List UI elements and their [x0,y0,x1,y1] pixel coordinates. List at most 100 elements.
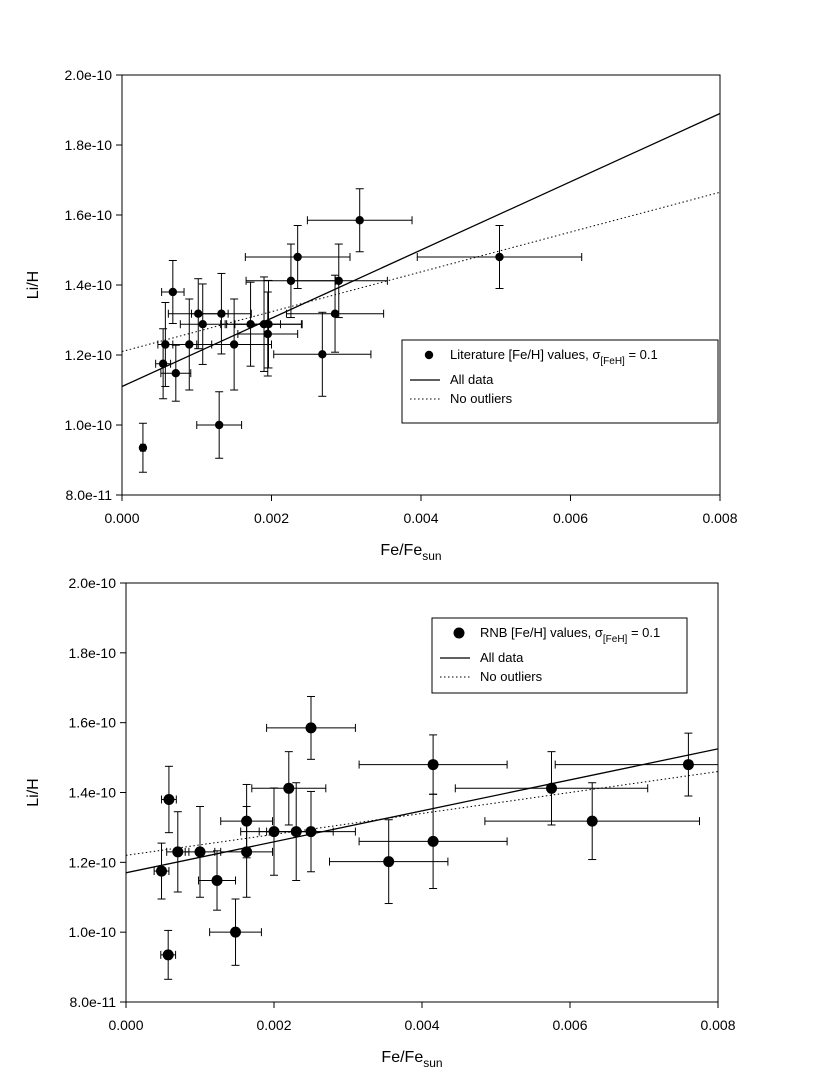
data-marker [162,949,174,961]
chart-panel-2: 0.000 0.002 0.004 0.006 0.008 8.0e-11 1.0e-10 1… [25,575,736,1070]
data-point [285,274,385,353]
x-tick-label: 0.002 [254,510,289,526]
data-point [289,243,388,319]
data-marker [305,722,317,734]
y-tick-label: 1.2e-10 [69,854,117,870]
data-point [153,842,170,900]
data-point [184,805,216,898]
data-point [196,391,243,459]
data-marker [330,309,340,318]
data-marker [229,340,239,349]
data-point [138,422,148,473]
y-tick-label: 1.4e-10 [69,785,117,801]
x-tick-label: 0.004 [404,1017,439,1033]
data-point [160,929,177,980]
data-point [157,302,174,387]
x-tick-label: 0.008 [700,1017,735,1033]
data-point [251,751,327,826]
legend-label-no-outliers: No outliers [480,669,543,684]
data-marker [283,782,295,794]
legend-label-all-data: All data [480,650,524,665]
y-tick-label: 1.0e-10 [65,417,113,433]
y-axis-title: Li/H [25,778,42,806]
data-marker [682,759,694,771]
data-marker [305,826,317,838]
data-marker [427,835,439,847]
data-marker [172,846,184,858]
data-marker [163,793,175,805]
y-tick-label: 2.0e-10 [65,67,113,83]
data-point [266,790,356,873]
data-marker [495,252,504,262]
x-tick-label: 0.000 [108,1017,143,1033]
data-point [160,344,192,402]
legend-box [431,617,688,694]
x-tick-label: 0.006 [553,510,588,526]
x-tick-label: 0.008 [702,510,737,526]
legend-label-all-data: All data [450,372,494,387]
data-marker [211,874,223,886]
data-marker [263,329,272,339]
data-marker [198,320,207,329]
legend-box [401,339,719,424]
data-marker [427,759,439,771]
data-point [196,298,272,391]
fit-line-no-outliers [122,191,720,352]
y-tick-label: 1.6e-10 [65,207,113,223]
data-point [244,225,351,289]
y-tick-label: 1.2e-10 [65,347,113,363]
data-marker [161,340,170,349]
data-point [155,328,172,400]
x-tick-label: 0.004 [403,510,438,526]
plot-frame [121,74,721,496]
data-point [161,260,185,324]
y-axis-title: Li/H [25,271,42,299]
data-marker [241,846,253,858]
data-marker [293,252,302,262]
data-marker [318,350,327,359]
data-marker [383,856,395,868]
data-point [237,291,299,377]
data-marker [168,287,178,297]
data-point [209,898,262,966]
legend-marker [424,350,434,360]
chart-panel-1: 0.000 0.002 0.004 0.006 0.008 8.0e-11 1.0e-10 1… [25,67,738,563]
data-marker [171,369,181,378]
data-point [554,732,719,797]
legend-label-no-outliers: No outliers [450,391,513,406]
data-marker [334,276,343,285]
data-point [198,850,237,911]
data-marker [546,782,557,794]
data-point [358,793,508,890]
data-point [266,695,356,760]
x-tick-label: 0.006 [552,1017,587,1033]
data-marker [355,216,364,225]
data-point [329,819,449,905]
data-point [454,751,649,826]
data-point [358,734,508,795]
y-tick-label: 8.0e-11 [66,487,113,503]
y-tick-label: 1.4e-10 [65,277,113,293]
y-tick-label: 1.0e-10 [69,924,117,940]
data-marker [138,443,148,452]
data-marker [214,420,224,430]
y-tick-label: 1.6e-10 [69,715,117,731]
data-point [179,283,226,365]
y-tick-label: 8.0e-11 [70,994,117,1010]
data-point [161,765,177,834]
data-marker [194,846,206,858]
fit-line-no-outliers [126,771,718,856]
data-point [273,311,372,397]
x-tick-label: 0.002 [256,1017,291,1033]
legend: Literature [Fe/H] values, σ[FeH] = 0.1Al… [401,339,719,424]
data-marker [156,865,168,877]
data-point [484,782,700,861]
y-tick-label: 1.8e-10 [69,645,117,661]
x-axis-title: Fe/Fesun [380,542,441,563]
data-marker [230,926,242,938]
data-marker [158,359,168,368]
data-marker [586,815,598,827]
data-marker [185,340,194,349]
data-point [220,805,274,898]
